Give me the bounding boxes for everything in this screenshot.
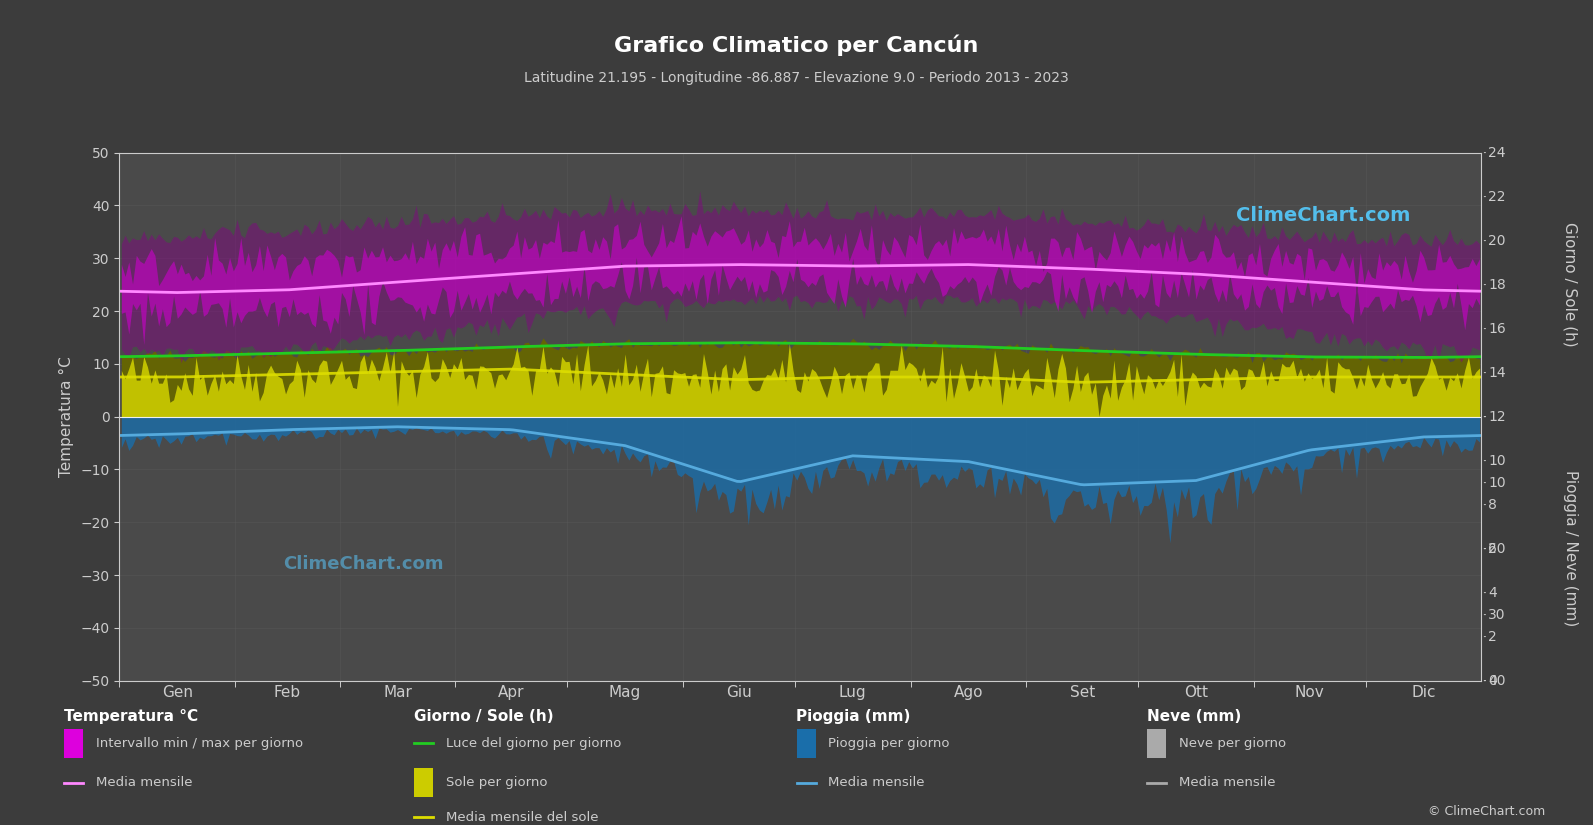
Text: Media mensile del sole: Media mensile del sole (446, 811, 599, 823)
Text: 6: 6 (1488, 542, 1497, 555)
Text: Pioggia (mm): Pioggia (mm) (796, 709, 911, 724)
Text: Temperatura °C: Temperatura °C (64, 709, 198, 724)
Text: Neve (mm): Neve (mm) (1147, 709, 1241, 724)
Text: Sole per giorno: Sole per giorno (446, 776, 548, 790)
Text: 22: 22 (1488, 190, 1505, 204)
Text: ClimeChart.com: ClimeChart.com (1236, 206, 1411, 225)
Text: 12: 12 (1488, 410, 1505, 423)
Text: Media mensile: Media mensile (1179, 776, 1276, 790)
Text: 18: 18 (1488, 278, 1507, 291)
Text: Neve per giorno: Neve per giorno (1179, 737, 1286, 750)
Text: 20: 20 (1488, 233, 1505, 247)
Y-axis label: Giorno / Sole (h): Giorno / Sole (h) (0, 354, 14, 479)
Text: 4: 4 (1488, 586, 1497, 600)
Y-axis label: Pioggia / Neve (mm): Pioggia / Neve (mm) (0, 338, 14, 495)
Text: Giorno / Sole (h): Giorno / Sole (h) (414, 709, 554, 724)
Text: Grafico Climatico per Cancún: Grafico Climatico per Cancún (615, 35, 978, 56)
Text: 24: 24 (1488, 146, 1505, 159)
Y-axis label: Temperatura °C: Temperatura °C (59, 356, 73, 477)
Text: Pioggia / Neve (mm): Pioggia / Neve (mm) (1563, 470, 1577, 627)
Text: 10: 10 (1488, 476, 1505, 489)
Text: 16: 16 (1488, 322, 1507, 336)
Text: 10: 10 (1488, 454, 1505, 468)
Bar (64, 728, 83, 757)
Text: Latitudine 21.195 - Longitudine -86.887 - Elevazione 9.0 - Periodo 2013 - 2023: Latitudine 21.195 - Longitudine -86.887 … (524, 72, 1069, 85)
Bar (1147, 728, 1166, 757)
Text: Luce del giorno per giorno: Luce del giorno per giorno (446, 737, 621, 750)
Text: 20: 20 (1488, 542, 1505, 555)
Text: 40: 40 (1488, 674, 1505, 687)
Text: 14: 14 (1488, 365, 1505, 380)
Bar (414, 768, 433, 797)
Text: 30: 30 (1488, 608, 1505, 621)
Bar (796, 728, 816, 757)
Text: Pioggia per giorno: Pioggia per giorno (828, 737, 949, 750)
Text: 0: 0 (1488, 674, 1497, 687)
Text: 2: 2 (1488, 629, 1497, 644)
Text: ClimeChart.com: ClimeChart.com (284, 555, 443, 573)
Text: Giorno / Sole (h): Giorno / Sole (h) (1563, 222, 1577, 347)
Text: Media mensile: Media mensile (828, 776, 926, 790)
Text: 8: 8 (1488, 497, 1497, 512)
Text: Media mensile: Media mensile (96, 776, 193, 790)
Text: © ClimeChart.com: © ClimeChart.com (1427, 805, 1545, 818)
Text: Intervallo min / max per giorno: Intervallo min / max per giorno (96, 737, 303, 750)
